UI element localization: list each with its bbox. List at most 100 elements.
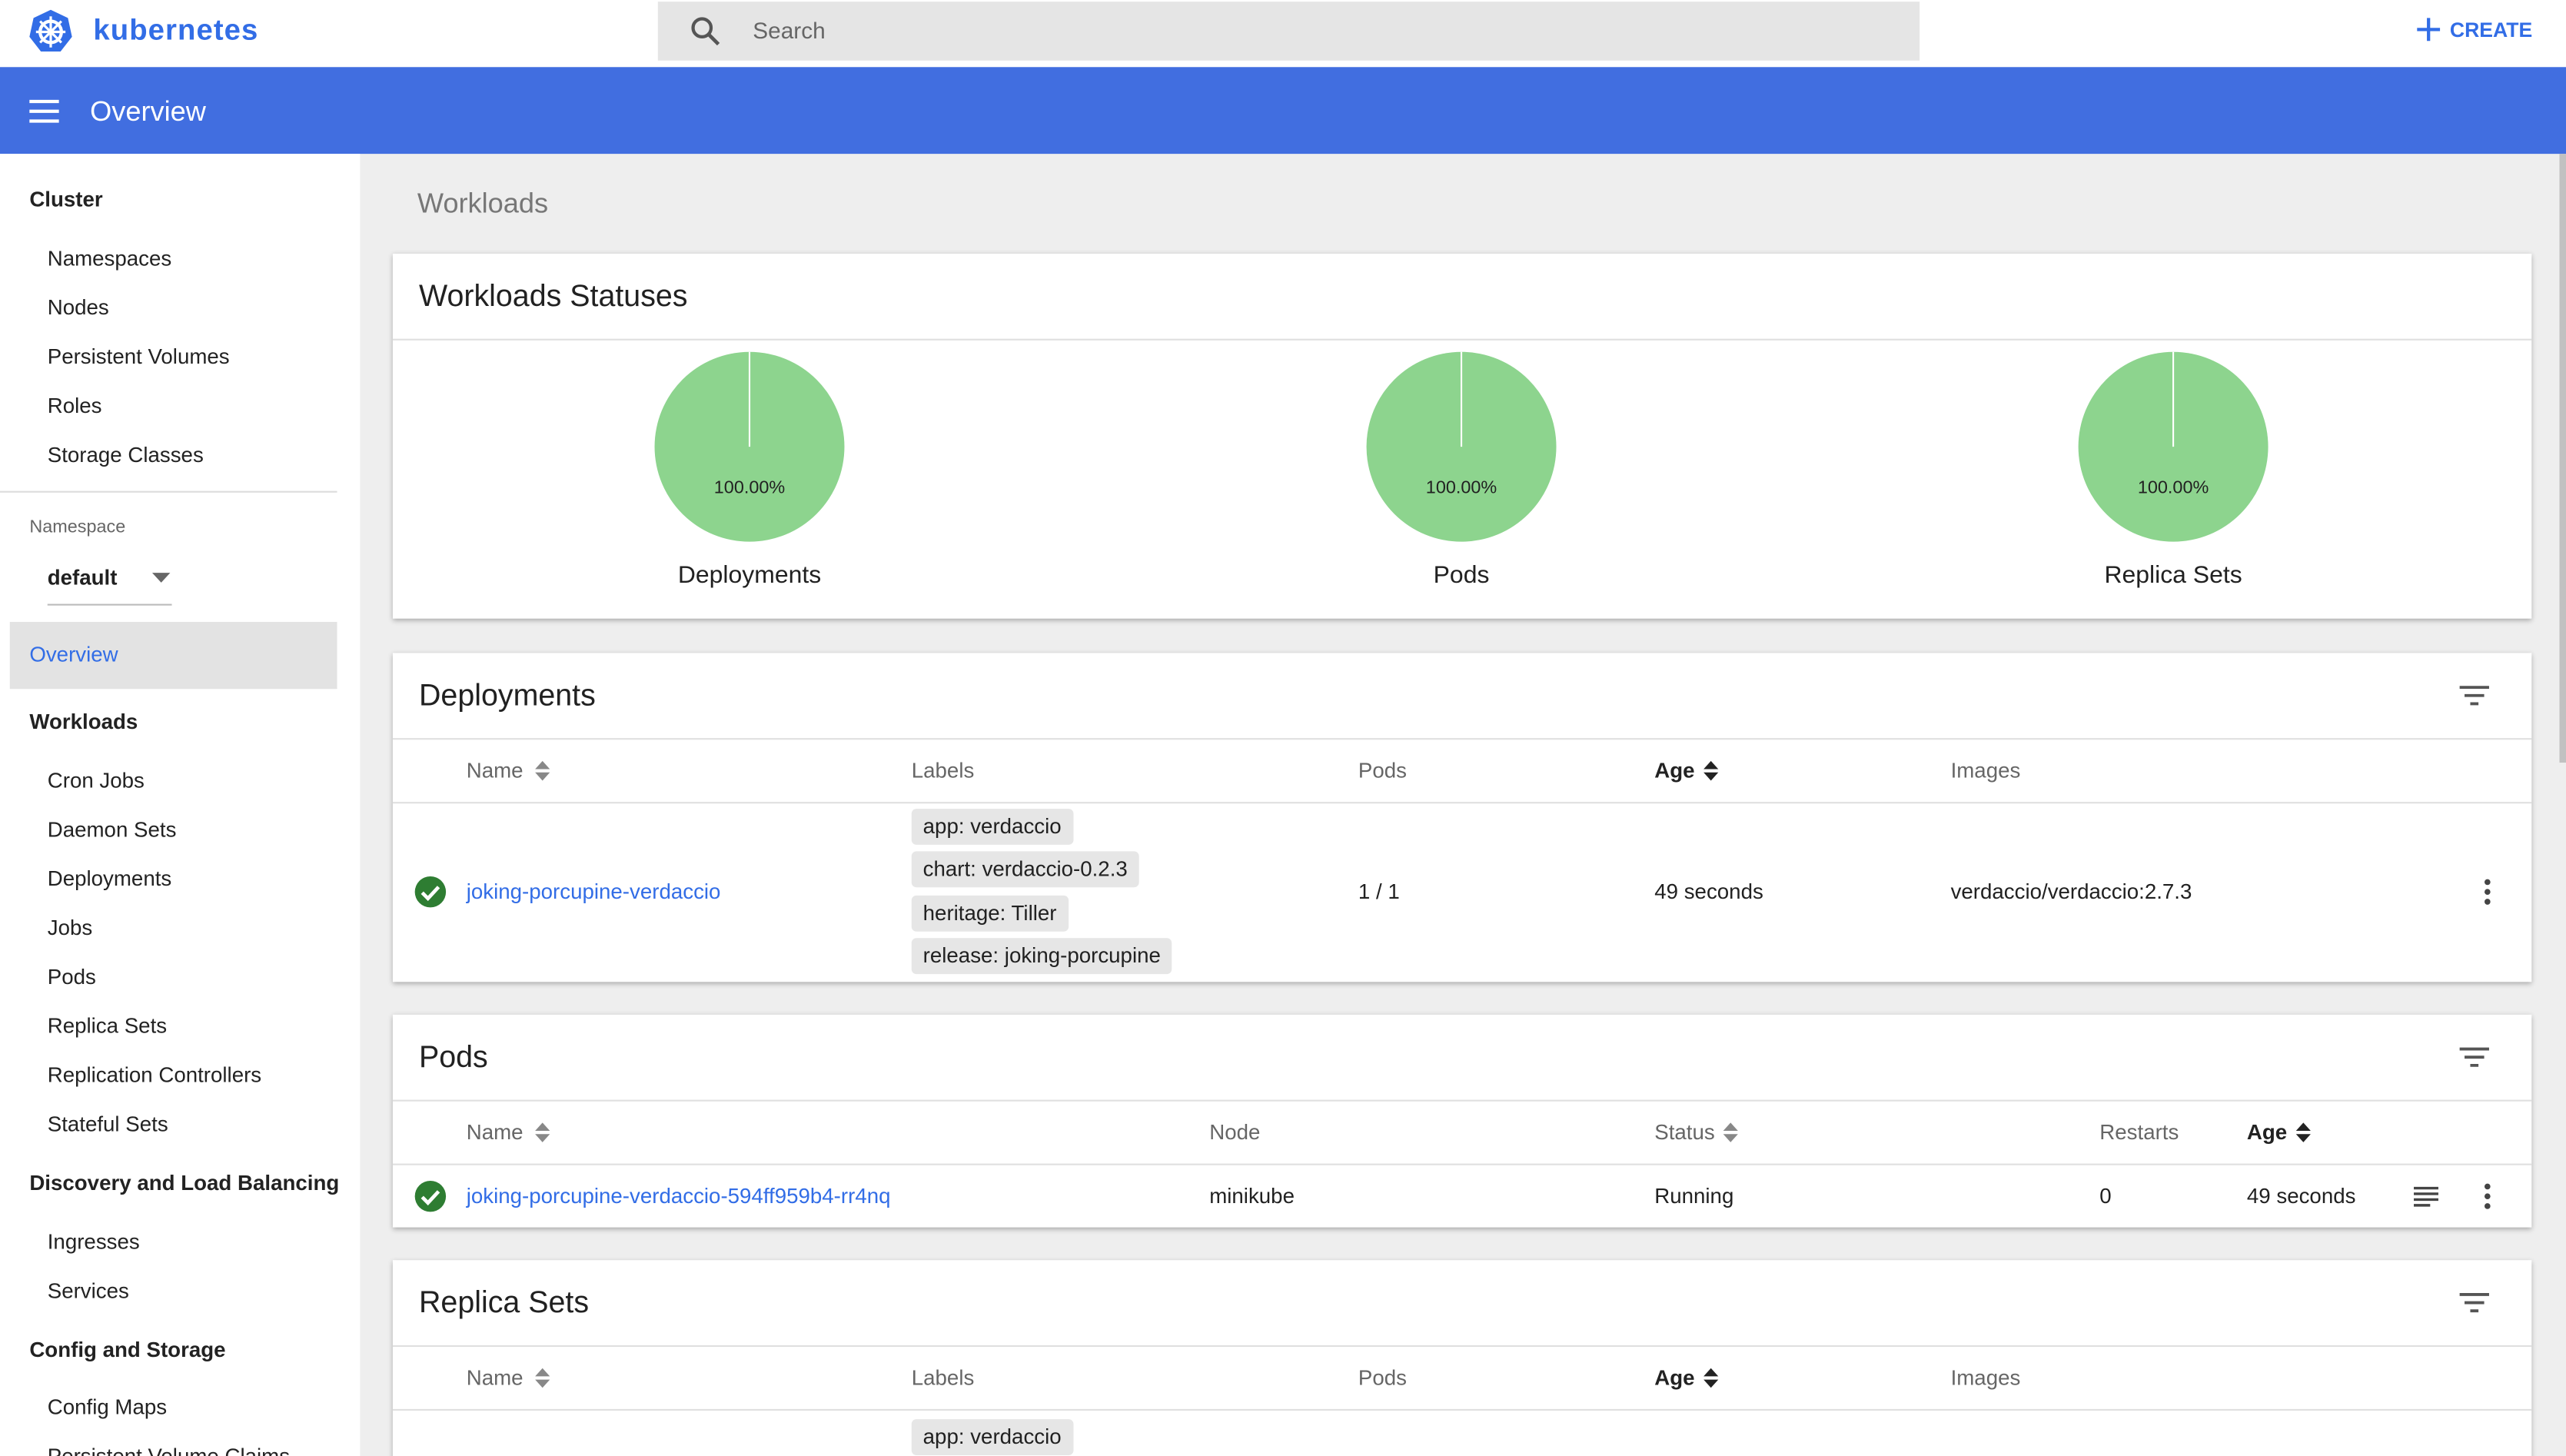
column-header[interactable]: Name	[466, 758, 524, 783]
resource-link[interactable]: joking-porcupine-verdaccio-594ff959b4-rr…	[466, 1183, 891, 1208]
nav-item[interactable]: Services	[47, 1278, 129, 1303]
column-header[interactable]: Status	[1654, 1119, 1715, 1145]
nav-item[interactable]: Deployments	[47, 866, 172, 891]
label-chip: app: verdaccio	[911, 809, 1073, 845]
column-header[interactable]: Age	[2246, 1119, 2288, 1145]
status-pie	[2078, 351, 2269, 542]
nav-item[interactable]: Jobs	[47, 915, 93, 940]
status-pie	[654, 351, 845, 542]
nav-section: Config and Storage	[29, 1337, 226, 1362]
column-header: Images	[1950, 758, 2021, 783]
column-header[interactable]: Name	[466, 1119, 524, 1145]
nav-item[interactable]: Roles	[47, 393, 102, 418]
column-header: Images	[1950, 1365, 2021, 1390]
cell: 49 seconds	[1654, 879, 1763, 904]
status-pie	[1366, 351, 1557, 542]
sort-icon[interactable]	[2295, 1122, 2311, 1142]
plus-icon	[2417, 18, 2441, 42]
nav-item[interactable]: Persistent Volume Claims	[48, 1444, 290, 1456]
nav-item[interactable]: Persistent Volumes	[47, 344, 230, 369]
nav-item[interactable]: Replica Sets	[47, 1013, 168, 1039]
label-chip: release: joking-porcupine	[911, 938, 1172, 974]
cell: 49 seconds	[2246, 1183, 2356, 1208]
nav-item[interactable]: Pods	[47, 964, 96, 989]
sort-icon[interactable]	[1703, 1368, 1719, 1388]
column-header: Node	[1209, 1119, 1261, 1145]
cell: 1 / 1	[1358, 879, 1400, 904]
nav-item[interactable]: Daemon Sets	[47, 816, 177, 842]
table-card	[392, 1014, 2532, 1228]
filter-icon[interactable]	[2459, 1292, 2489, 1313]
cell: minikube	[1209, 1183, 1295, 1208]
divider	[392, 1099, 2532, 1102]
table-card	[392, 1260, 2532, 1456]
nav-item[interactable]: Namespaces	[47, 245, 172, 271]
column-header[interactable]: Name	[466, 1365, 524, 1390]
dropdown-icon[interactable]	[151, 573, 171, 583]
filter-icon[interactable]	[2459, 686, 2489, 706]
more-menu[interactable]	[2484, 1183, 2491, 1209]
sort-icon[interactable]	[1723, 1122, 1738, 1142]
logo	[29, 9, 72, 52]
label-chip: chart: verdaccio-0.2.3	[911, 851, 1139, 887]
column-header[interactable]: Age	[1654, 1365, 1695, 1390]
divider	[392, 1163, 2532, 1165]
divider	[392, 738, 2532, 740]
nav-item[interactable]: Storage Classes	[47, 442, 204, 467]
column-header[interactable]: Age	[1654, 758, 1695, 783]
search-icon	[691, 17, 720, 46]
nav-section: Cluster	[29, 187, 103, 212]
label-chip: app: verdaccio	[911, 1419, 1073, 1455]
divider	[392, 802, 2532, 804]
namespace-select[interactable]: default	[47, 564, 118, 590]
brand: kubernetes	[93, 13, 259, 47]
toolbar-title: Overview	[90, 96, 206, 128]
label-chip: heritage: Tiller	[911, 895, 1069, 931]
table-card	[392, 653, 2532, 982]
cell: Running	[1654, 1183, 1734, 1208]
nav-item[interactable]: Overview	[29, 641, 118, 667]
resource-link[interactable]: joking-porcupine-verdaccio	[466, 879, 721, 904]
sidebar	[0, 154, 361, 1456]
card-title: Pods	[418, 1039, 488, 1074]
divider	[392, 1408, 2532, 1411]
nav-item[interactable]: Nodes	[47, 294, 109, 320]
nav-item[interactable]: Stateful Sets	[47, 1111, 168, 1136]
namespace-label: Namespace	[29, 517, 126, 538]
card-title: Replica Sets	[418, 1284, 590, 1319]
scrollbar	[2559, 154, 2566, 763]
card-title: Deployments	[418, 677, 596, 712]
column-header: Pods	[1358, 758, 1408, 783]
sort-icon[interactable]	[1703, 760, 1719, 781]
search-box[interactable]	[657, 2, 1920, 61]
nav-item[interactable]: Replication Controllers	[47, 1062, 262, 1087]
nav-item[interactable]: Config Maps	[47, 1395, 168, 1420]
sort-icon[interactable]	[535, 1122, 550, 1142]
chart-caption: Replica Sets	[2104, 561, 2242, 590]
divider	[392, 338, 2532, 341]
nav-item[interactable]: Cron Jobs	[47, 767, 145, 793]
column-header: Restarts	[2099, 1119, 2179, 1145]
divider	[392, 1345, 2532, 1348]
cell: 0	[2099, 1183, 2112, 1208]
nav-selected	[9, 621, 337, 690]
filter-icon[interactable]	[2459, 1047, 2489, 1067]
card-title: Workloads Statuses	[418, 278, 688, 313]
more-menu[interactable]	[2484, 879, 2491, 905]
chart-caption: Deployments	[677, 561, 822, 590]
menu-icon[interactable]	[29, 99, 59, 123]
nav-item[interactable]: Ingresses	[47, 1229, 140, 1255]
pie-label: 100.00%	[713, 478, 786, 499]
breadcrumb: Workloads	[417, 188, 549, 219]
nav-section: Discovery and Load Balancing	[29, 1170, 340, 1195]
pie-label: 100.00%	[2137, 478, 2209, 499]
create-button[interactable]: CREATE	[2449, 18, 2533, 42]
sort-icon[interactable]	[535, 1368, 550, 1388]
nav-section: Workloads	[29, 709, 138, 734]
chart-caption: Pods	[1433, 561, 1490, 590]
sidebar-divider	[0, 490, 337, 493]
sort-icon[interactable]	[535, 760, 550, 781]
logs-icon[interactable]	[2414, 1186, 2438, 1207]
